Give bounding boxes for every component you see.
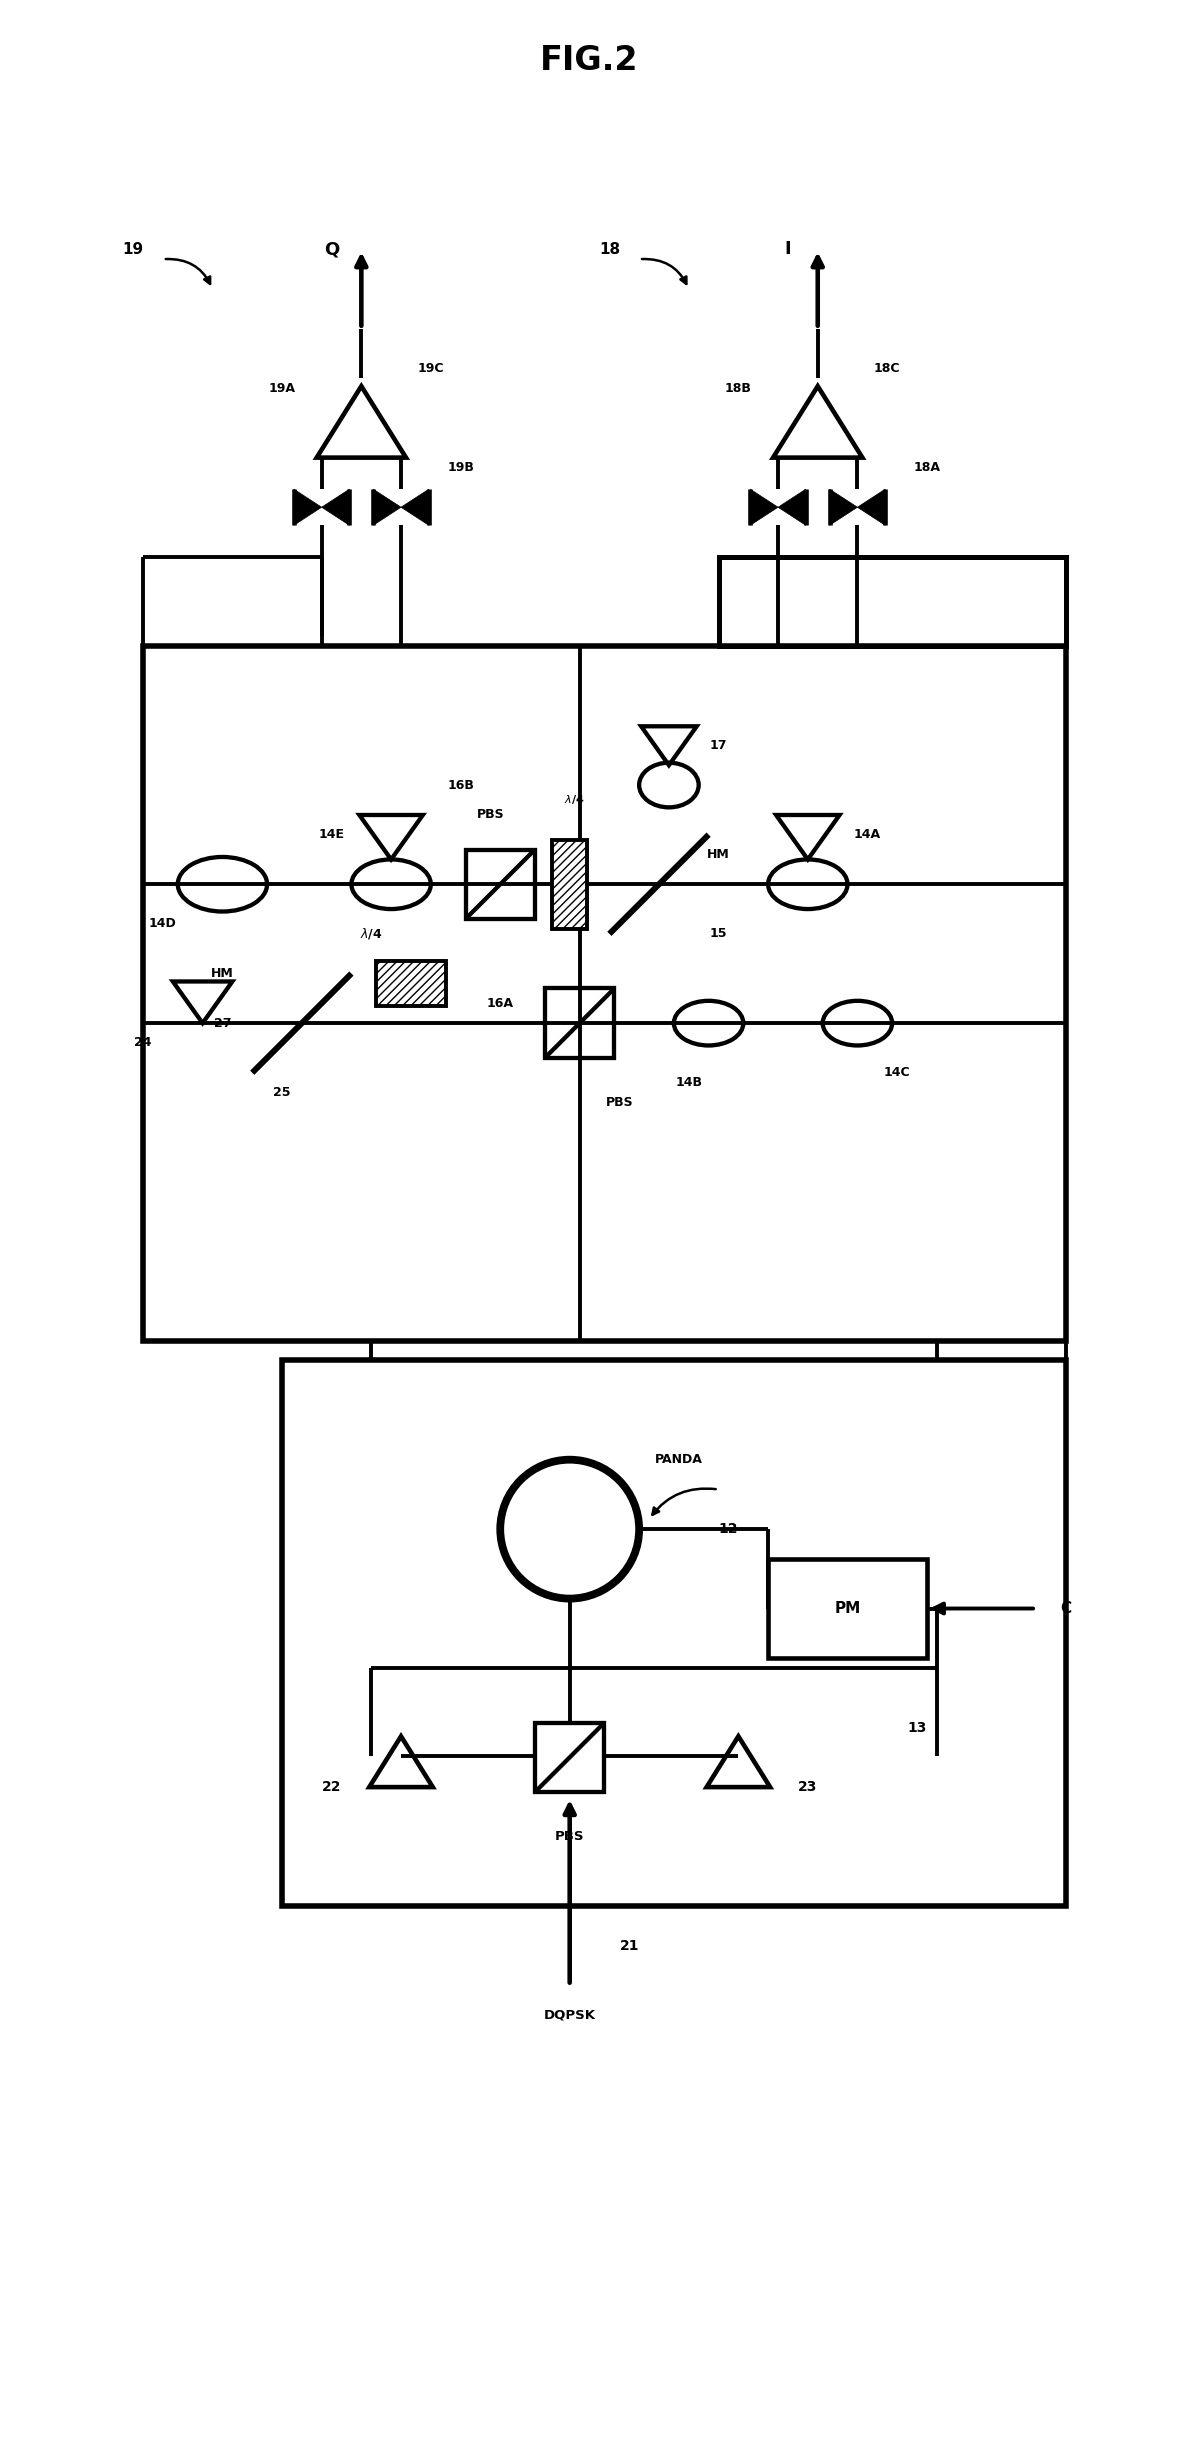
Text: 12: 12 bbox=[718, 1522, 738, 1537]
Text: $\lambda$/4: $\lambda$/4 bbox=[565, 793, 585, 805]
Text: 22: 22 bbox=[322, 1781, 341, 1793]
Text: 21: 21 bbox=[619, 1938, 638, 1953]
Text: 19A: 19A bbox=[269, 382, 296, 394]
Text: 16A: 16A bbox=[486, 998, 514, 1010]
Bar bbox=[768, 1559, 927, 1658]
Polygon shape bbox=[401, 490, 429, 525]
Polygon shape bbox=[294, 490, 322, 525]
Bar bbox=[545, 988, 615, 1059]
Text: PANDA: PANDA bbox=[655, 1453, 703, 1465]
Text: 18A: 18A bbox=[913, 461, 940, 473]
Text: PM: PM bbox=[835, 1601, 861, 1616]
Text: 18: 18 bbox=[599, 241, 619, 256]
Text: 17: 17 bbox=[710, 739, 728, 751]
Text: 25: 25 bbox=[273, 1086, 291, 1098]
Text: DQPSK: DQPSK bbox=[543, 2010, 596, 2022]
Text: 18B: 18B bbox=[725, 382, 751, 394]
Text: PBS: PBS bbox=[477, 808, 504, 820]
Polygon shape bbox=[373, 490, 401, 525]
Text: C: C bbox=[1061, 1601, 1071, 1616]
Text: 19: 19 bbox=[122, 241, 144, 256]
Text: I: I bbox=[785, 241, 792, 259]
Text: 24: 24 bbox=[134, 1037, 152, 1049]
Bar bbox=[553, 840, 587, 929]
Bar bbox=[376, 961, 446, 1005]
Text: 19B: 19B bbox=[447, 461, 474, 473]
Bar bbox=[282, 1360, 1065, 1906]
Text: PBS: PBS bbox=[605, 1096, 633, 1108]
Bar bbox=[718, 557, 1065, 645]
Polygon shape bbox=[322, 490, 350, 525]
Text: HM: HM bbox=[707, 847, 730, 862]
Text: 14A: 14A bbox=[854, 828, 881, 842]
Bar bbox=[535, 1722, 604, 1793]
Text: 14E: 14E bbox=[319, 828, 345, 842]
Text: 16B: 16B bbox=[447, 778, 474, 791]
Bar bbox=[466, 850, 535, 919]
Text: 19C: 19C bbox=[417, 362, 443, 374]
Polygon shape bbox=[857, 490, 885, 525]
Text: 18C: 18C bbox=[874, 362, 900, 374]
Text: PBS: PBS bbox=[555, 1830, 585, 1842]
Text: Q: Q bbox=[323, 241, 339, 259]
Text: 14B: 14B bbox=[675, 1076, 703, 1089]
Text: FIG.2: FIG.2 bbox=[540, 44, 638, 76]
Text: HM: HM bbox=[212, 968, 234, 980]
Polygon shape bbox=[778, 490, 806, 525]
Text: 23: 23 bbox=[798, 1781, 818, 1793]
Text: 27: 27 bbox=[214, 1017, 231, 1030]
Text: 14D: 14D bbox=[149, 916, 177, 931]
Polygon shape bbox=[830, 490, 857, 525]
Text: 15: 15 bbox=[710, 929, 728, 941]
Bar bbox=[143, 645, 1065, 1340]
Text: 13: 13 bbox=[907, 1722, 926, 1734]
Text: $\lambda$/4: $\lambda$/4 bbox=[360, 926, 383, 941]
Text: 14C: 14C bbox=[883, 1066, 911, 1079]
Polygon shape bbox=[750, 490, 778, 525]
